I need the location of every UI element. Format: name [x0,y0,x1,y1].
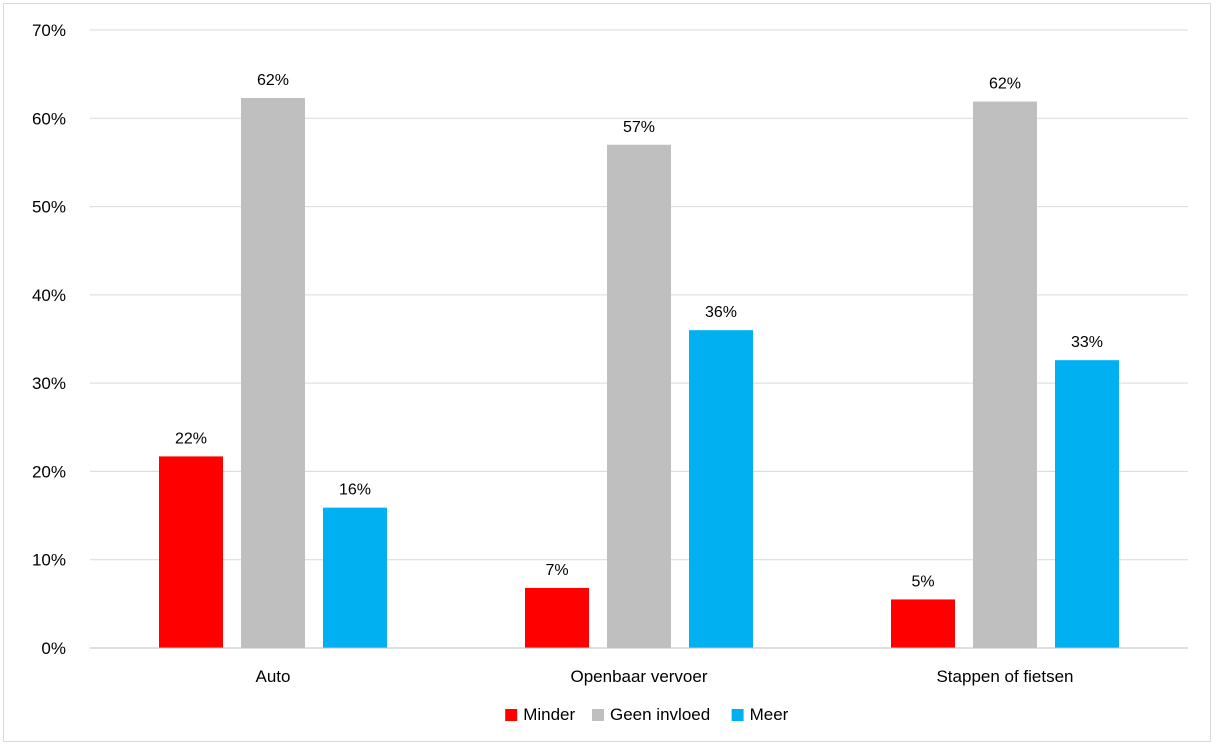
data-label: 62% [257,72,289,89]
y-tick-label: 20% [32,462,66,481]
bar [607,144,671,648]
legend: Minder Geen invloed Meer [505,705,789,724]
bar [241,97,305,649]
data-label: 16% [339,482,371,499]
bar [973,101,1037,649]
bars [159,97,1119,649]
legend-swatch [505,709,518,721]
data-label: 22% [175,430,207,447]
bar [891,599,955,648]
legend-label: Minder [523,705,575,724]
y-axis-tick-labels: 0% 10% 20% 30% 40% 50% 60% 70% [32,21,66,658]
y-tick-label: 0% [41,639,66,658]
y-tick-label: 40% [32,286,66,305]
bar [525,587,589,648]
legend-swatch [731,709,744,721]
y-tick-label: 60% [32,109,66,128]
data-label: 33% [1071,334,1103,351]
y-tick-label: 10% [32,551,66,570]
y-tick-label: 70% [32,21,66,40]
category-label: Stappen of fietsen [936,667,1073,686]
legend-swatch [592,709,604,721]
y-tick-label: 50% [32,198,66,217]
category-label: Auto [256,667,291,686]
y-tick-label: 30% [32,374,66,393]
legend-label: Geen invloed [610,705,710,724]
data-labels: 22% 62% 16% 7% 57% 36% 5% 62% 33% [175,72,1103,590]
bar [323,507,387,648]
bar [689,330,753,648]
bar [159,456,223,648]
data-label: 62% [989,76,1021,93]
category-label: Openbaar vervoer [570,667,707,686]
data-label: 36% [705,304,737,321]
bar [1055,360,1119,648]
data-label: 7% [545,562,568,579]
category-labels: Auto Openbaar vervoer Stappen of fietsen [256,667,1074,686]
data-label: 5% [911,573,934,590]
data-label: 57% [623,119,655,136]
legend-label: Meer [750,705,789,724]
